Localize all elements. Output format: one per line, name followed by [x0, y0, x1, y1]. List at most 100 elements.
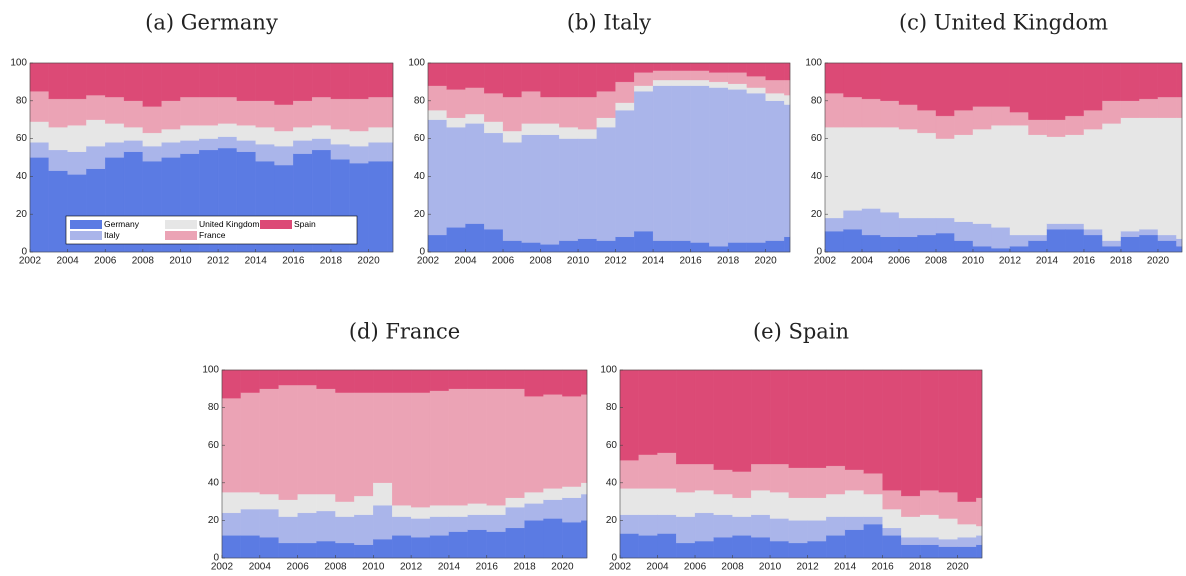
bar-segment — [596, 91, 616, 118]
bar-segment — [274, 146, 294, 166]
bar-segment — [880, 212, 900, 238]
bar-segment — [1176, 246, 1183, 253]
bar-segment — [727, 83, 748, 90]
bar-segment — [1157, 240, 1177, 253]
bar-segment — [484, 62, 504, 94]
bar-segment — [991, 62, 1011, 107]
bar-segment — [387, 62, 394, 98]
bar-segment — [221, 369, 242, 399]
bar-segment — [354, 514, 374, 545]
bar-segment — [562, 497, 582, 523]
bar-segment — [180, 140, 200, 154]
y-tick-label: 100 — [805, 58, 822, 69]
bar-segment — [863, 473, 883, 495]
bar-segment — [826, 465, 846, 495]
bar-segment — [1083, 62, 1103, 111]
bar-segment — [335, 369, 355, 393]
bar-segment — [861, 234, 881, 253]
bar-segment — [917, 234, 937, 253]
bar-segment — [634, 231, 654, 253]
x-tick-label: 2006 — [94, 256, 117, 267]
bar-segment — [311, 138, 332, 151]
plot-frame — [824, 62, 1183, 253]
bar-segment — [882, 508, 902, 529]
legend-swatch — [260, 220, 292, 229]
bar-segment — [1009, 234, 1029, 247]
bar-segment — [615, 62, 635, 83]
bar-segment — [316, 388, 336, 495]
bar-segment — [373, 369, 393, 393]
bar-segment — [765, 62, 785, 81]
bar-segment — [392, 392, 412, 506]
bar-segment — [1065, 115, 1085, 135]
bar-segment — [486, 369, 506, 389]
bar-segment — [861, 208, 881, 236]
bar-segment — [615, 102, 635, 111]
bar-segment — [1102, 123, 1122, 241]
bar-segment — [1139, 62, 1159, 100]
bar-segment — [486, 388, 506, 506]
x-tick-label: 2018 — [909, 562, 932, 573]
plot-frame — [619, 369, 983, 559]
y-tick-label: 20 — [811, 209, 823, 220]
bar-segment — [429, 516, 450, 536]
bar-segment — [387, 127, 394, 143]
bar-segment — [824, 217, 844, 232]
bar-segment — [581, 493, 588, 521]
x-tick-label: 2008 — [925, 256, 948, 267]
bar-segment — [732, 497, 752, 517]
y-tick-label: 20 — [16, 209, 28, 220]
bar-segment — [221, 512, 242, 536]
bar-segment — [540, 123, 560, 135]
y-tick-label: 0 — [21, 247, 27, 258]
y-tick-label: 60 — [414, 133, 426, 144]
bar-segment — [86, 62, 106, 96]
bar-segment — [880, 236, 900, 253]
bar-segment — [161, 142, 181, 158]
bar-segment — [657, 488, 677, 515]
bar-segment — [694, 369, 714, 465]
bar-segment — [368, 142, 388, 162]
bar-segment — [919, 369, 940, 491]
bar-segment — [826, 369, 846, 467]
x-tick-label: 2014 — [834, 562, 857, 573]
bar-segment — [732, 535, 752, 559]
bar-segment — [448, 388, 469, 506]
bar-segment — [954, 240, 974, 253]
bar-segment — [824, 127, 844, 219]
bar-segment — [1120, 62, 1140, 101]
bar-segment — [368, 96, 388, 128]
bar-segment — [690, 70, 710, 81]
bar-segment — [769, 492, 789, 519]
bar-segment — [521, 62, 541, 92]
bar-segment — [1065, 223, 1085, 230]
x-tick-label: 2016 — [679, 256, 702, 267]
bar-segment — [957, 524, 977, 538]
bar-segment — [349, 98, 369, 132]
bar-segment — [1065, 229, 1085, 253]
bar-segment — [297, 493, 317, 514]
bar-segment — [652, 240, 672, 253]
bar-segment — [765, 100, 785, 241]
bar-segment — [392, 535, 412, 559]
bar-segment — [844, 369, 864, 470]
bar-segment — [694, 540, 714, 559]
x-tick-label: 2020 — [754, 256, 777, 267]
bar-segment — [373, 482, 393, 506]
bar-segment — [278, 369, 298, 386]
bar-segment — [784, 236, 791, 253]
bar-segment — [727, 89, 748, 243]
bar-segment — [274, 130, 294, 147]
bar-segment — [259, 388, 279, 495]
bar-segment — [48, 62, 68, 100]
bar-segment — [427, 85, 447, 111]
bar-segment — [48, 149, 68, 171]
bar-segment — [559, 127, 579, 139]
bar-segment — [543, 369, 563, 395]
bar-segment — [826, 493, 846, 517]
x-tick-label: 2008 — [721, 562, 744, 573]
bar-segment — [1176, 62, 1183, 98]
legend-label: Italy — [104, 230, 120, 240]
bar-segment — [581, 394, 588, 483]
